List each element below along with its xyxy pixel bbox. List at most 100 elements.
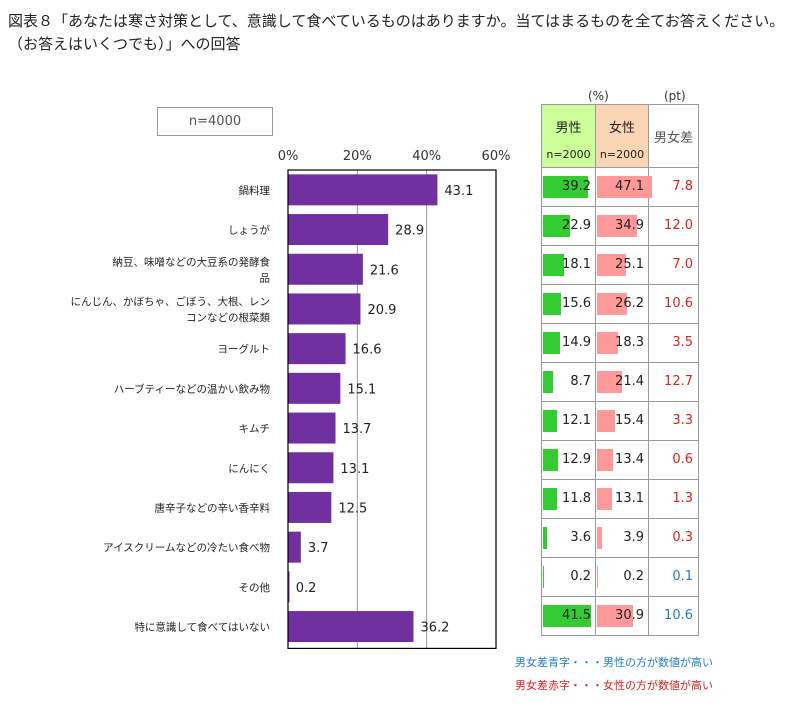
female-bar: [597, 215, 638, 237]
male-cell: 12.1: [541, 401, 596, 441]
data-label: 20.9: [367, 303, 396, 318]
male-header-label: 男性: [555, 121, 582, 136]
category-label: アイスクリームなどの冷たい食べ物: [103, 541, 270, 554]
male-bar: [543, 293, 562, 315]
data-label: 13.7: [342, 422, 371, 437]
diff-cell: 10.6: [648, 596, 699, 636]
diff-value: 12.0: [664, 218, 693, 233]
male-bar: [543, 488, 557, 510]
diff-cell: 1.3: [648, 479, 699, 519]
diff-cell: 7.8: [648, 167, 699, 207]
category-label: ヨーグルト: [218, 343, 271, 356]
table-row: 0.2 0.2 0.1: [541, 557, 699, 597]
male-cell: 14.9: [541, 323, 596, 363]
male-bar: [543, 410, 558, 432]
male-cell: 41.5: [541, 596, 596, 636]
male-header: 男性 n=2000: [541, 104, 596, 168]
female-cell: 3.9: [595, 518, 649, 558]
female-cell: 0.2: [595, 557, 649, 597]
table-row: 39.2 47.1 7.8: [541, 167, 699, 207]
category-label: しょうが: [228, 224, 270, 237]
table-row: 41.5 30.9 10.6: [541, 596, 699, 636]
bar: [288, 293, 361, 325]
table-row: 14.9 18.3 3.5: [541, 323, 699, 363]
category-label: 品: [260, 272, 271, 284]
data-label: 28.9: [395, 224, 424, 239]
female-value: 0.2: [623, 569, 644, 584]
male-bar: [543, 215, 570, 237]
diff-value: 3.3: [672, 413, 693, 428]
male-bar: [543, 449, 558, 471]
legend-red: 男女差赤字・・・女性の方が数値が高い: [515, 677, 713, 693]
x-tick-label: 20%: [343, 149, 372, 164]
diff-cell: 3.3: [648, 401, 699, 441]
female-bar: [597, 176, 652, 198]
table-header-row: 男性 n=2000 女性 n=2000 男女差: [541, 104, 699, 168]
male-cell: 0.2: [541, 557, 596, 597]
male-value: 22.9: [562, 218, 591, 233]
bar: [288, 491, 332, 523]
diff-cell: 0.6: [648, 440, 699, 480]
male-value: 11.8: [562, 491, 591, 506]
diff-value: 10.6: [664, 608, 693, 623]
female-bar: [597, 449, 613, 471]
table-row: 11.8 13.1 1.3: [541, 479, 699, 519]
legend-blue: 男女差青字・・・男性の方が数値が高い: [515, 654, 713, 670]
data-label: 21.6: [370, 263, 399, 278]
diff-value: 0.6: [672, 452, 693, 467]
female-value: 34.9: [615, 218, 644, 233]
female-cell: 13.1: [595, 479, 649, 519]
female-cell: 15.4: [595, 401, 649, 441]
male-cell: 12.9: [541, 440, 596, 480]
male-cell: 22.9: [541, 206, 596, 246]
male-value: 0.2: [570, 569, 591, 584]
female-cell: 18.3: [595, 323, 649, 363]
table-row: 12.9 13.4 0.6: [541, 440, 699, 480]
bar: [288, 531, 301, 563]
bar: [288, 571, 290, 603]
female-value: 25.1: [615, 257, 644, 272]
male-bar: [543, 527, 548, 549]
bar: [288, 214, 389, 246]
category-label: その他: [239, 581, 271, 594]
female-n-label: n=2000: [599, 148, 645, 161]
female-bar: [597, 332, 619, 354]
female-cell: 30.9: [595, 596, 649, 636]
female-header-label: 女性: [608, 121, 635, 136]
male-value: 18.1: [562, 257, 591, 272]
table-row: 3.6 3.9 0.3: [541, 518, 699, 558]
male-cell: 18.1: [541, 245, 596, 285]
category-label: 唐辛子などの辛い香辛料: [155, 501, 271, 514]
data-label: 0.2: [296, 581, 317, 596]
diff-cell: 7.0: [648, 245, 699, 285]
bar: [288, 253, 363, 285]
female-value: 30.9: [615, 608, 644, 623]
bar: [288, 372, 341, 404]
data-label: 15.1: [347, 382, 376, 397]
bar: [288, 333, 346, 365]
female-value: 26.2: [615, 296, 644, 311]
diff-value: 7.0: [672, 257, 693, 272]
bar-chart: 0% 20% 40% 60% 43.1 鍋料理 28.9 しょうが 21.6 納豆、味噌などの大豆…: [71, 149, 511, 649]
female-value: 47.1: [615, 179, 644, 194]
female-value: 3.9: [623, 530, 644, 545]
diff-cell: 12.7: [648, 362, 699, 402]
diff-cell: 3.5: [648, 323, 699, 363]
unit-points: (pt): [664, 89, 686, 103]
male-bar: [543, 176, 589, 198]
female-cell: 34.9: [595, 206, 649, 246]
data-label: 13.1: [340, 462, 369, 477]
category-label: ハーブティーなどの温かい飲み物: [114, 382, 270, 395]
male-bar: [543, 332, 561, 354]
data-label: 43.1: [444, 184, 473, 199]
diff-value: 10.6: [664, 296, 693, 311]
table-row: 15.6 26.2 10.6: [541, 284, 699, 324]
male-cell: 11.8: [541, 479, 596, 519]
diff-cell: 0.1: [648, 557, 699, 597]
diff-value: 1.3: [672, 491, 693, 506]
male-value: 41.5: [562, 608, 591, 623]
male-bar: [543, 371, 554, 393]
male-value: 3.6: [570, 530, 591, 545]
x-tick-label: 60%: [482, 149, 511, 164]
table-row: 18.1 25.1 7.0: [541, 245, 699, 285]
